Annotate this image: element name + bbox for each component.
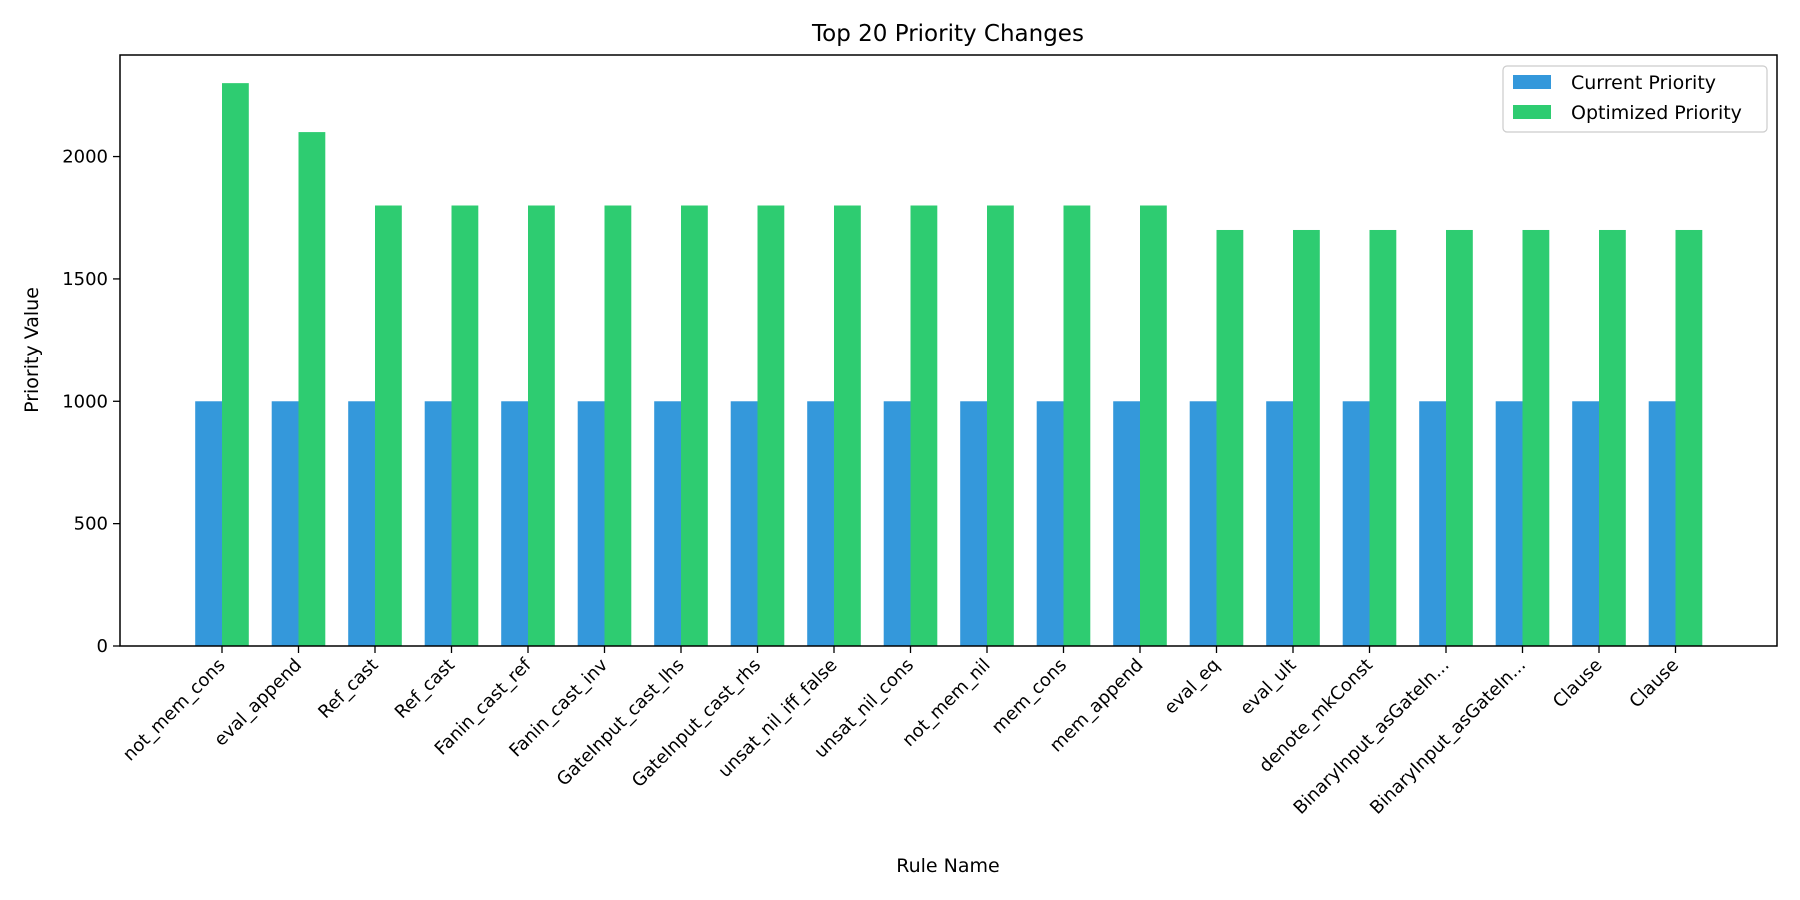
plot-frame xyxy=(119,54,1778,647)
y-axis-title: Priority Value xyxy=(21,287,43,413)
current-priority-bar xyxy=(1495,401,1523,646)
current-priority-bar xyxy=(1266,401,1293,646)
current-priority-bar xyxy=(730,401,758,646)
optimized-priority-bar xyxy=(298,132,326,647)
optimized-priority-bar xyxy=(987,205,1014,646)
y-tick-label: 1500 xyxy=(62,269,108,290)
chart-title: Top 20 Priority Changes xyxy=(811,21,1084,47)
optimized-priority-bar xyxy=(451,205,479,646)
x-axis-title: Rule Name xyxy=(896,855,999,877)
x-tick-label: eval_eq xyxy=(1160,655,1224,719)
optimized-priority-bar xyxy=(1599,229,1626,647)
legend-box xyxy=(1502,65,1768,133)
x-tick-label: GateInput_cast_lhs xyxy=(553,655,689,791)
optimized-priority-bar xyxy=(528,205,555,646)
y-tick-label: 0 xyxy=(97,636,108,657)
x-tick-label: GateInput_cast_rhs xyxy=(628,655,765,792)
legend-label: Current Priority xyxy=(1571,72,1716,94)
optimized-priority-bar xyxy=(604,205,632,646)
legend-label: Optimized Priority xyxy=(1571,102,1742,124)
current-priority-bar xyxy=(960,401,987,646)
y-axis: 0 500 1000 1500 2000 xyxy=(62,147,120,657)
y-tick-label: 2000 xyxy=(62,147,108,168)
x-tick-label: Ref_cast xyxy=(314,655,382,723)
current-priority-bar xyxy=(577,401,605,646)
current-priority-bar xyxy=(883,401,911,646)
current-priority-bar xyxy=(195,401,222,646)
optimized-priority-bar xyxy=(1675,229,1703,647)
current-priority-bar xyxy=(1572,401,1599,646)
current-priority-bar xyxy=(271,401,299,646)
x-tick-label: Clause xyxy=(1549,655,1607,713)
optimized-priority-bar xyxy=(222,83,249,646)
y-tick-label: 1000 xyxy=(62,391,108,412)
x-tick-label: Ref_cast xyxy=(391,655,459,723)
x-tick-label: eval_ult xyxy=(1236,655,1301,720)
legend-swatch xyxy=(1513,75,1551,89)
current-priority-bar xyxy=(807,401,834,646)
plot-area xyxy=(195,83,1703,647)
optimized-priority-bar xyxy=(1522,229,1550,647)
current-priority-bar xyxy=(1113,401,1140,646)
legend-swatch xyxy=(1513,105,1551,119)
optimized-priority-bar xyxy=(1446,229,1473,647)
optimized-priority-bar xyxy=(681,205,708,646)
optimized-priority-bar xyxy=(1216,229,1244,647)
x-tick-label: BinaryInput_asGateIn... xyxy=(1290,655,1454,819)
x-tick-label: not_mem_cons xyxy=(119,655,230,766)
current-priority-bar xyxy=(501,401,528,646)
optimized-priority-bar xyxy=(834,205,861,646)
current-priority-bar xyxy=(1648,401,1676,646)
current-priority-bar xyxy=(348,401,375,646)
legend: Current Priority Optimized Priority xyxy=(1502,65,1768,133)
x-tick-label: Clause xyxy=(1625,655,1683,713)
optimized-priority-bar xyxy=(1140,205,1167,646)
optimized-priority-bar xyxy=(1063,205,1091,646)
current-priority-bar xyxy=(1342,401,1370,646)
current-priority-bar xyxy=(424,401,452,646)
current-priority-bar xyxy=(1036,401,1064,646)
current-priority-bar xyxy=(1189,401,1217,646)
x-tick-label: BinaryInput_asGateIn... xyxy=(1366,655,1530,819)
optimized-priority-bar xyxy=(375,205,402,646)
optimized-priority-bar xyxy=(910,205,938,646)
x-tick-label: mem_cons xyxy=(988,655,1071,738)
optimized-priority-bar xyxy=(1369,229,1397,647)
optimized-priority-bar xyxy=(1293,229,1320,647)
optimized-priority-bar xyxy=(757,205,785,646)
current-priority-bar xyxy=(654,401,681,646)
y-tick-label: 500 xyxy=(74,514,108,535)
current-priority-bar xyxy=(1419,401,1446,646)
